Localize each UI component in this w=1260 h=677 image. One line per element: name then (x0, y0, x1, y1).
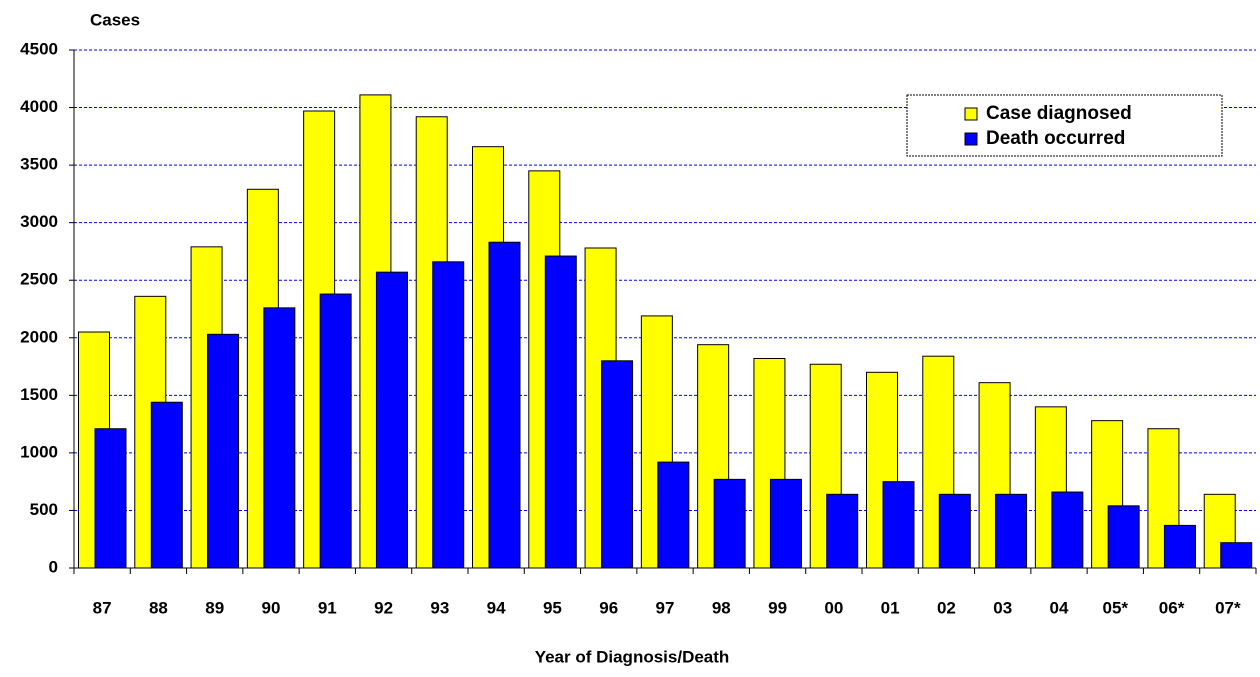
x-tick-label: 07* (1215, 598, 1241, 617)
bar (769, 478, 802, 569)
y-tick-label: 0 (49, 557, 58, 576)
y-tick-label: 1000 (20, 442, 58, 461)
x-tick-label: 01 (881, 598, 900, 617)
x-tick-label: 99 (768, 598, 787, 617)
legend-label: Death occurred (986, 128, 1125, 149)
x-tick-label: 94 (487, 598, 506, 617)
bar (207, 333, 240, 569)
x-tick-label: 88 (149, 598, 168, 617)
y-axis-title: Cases (90, 10, 140, 29)
legend-swatch (964, 132, 978, 146)
bar (1163, 524, 1196, 569)
y-tick-label: 4000 (20, 97, 58, 116)
y-tick-label: 3500 (20, 155, 58, 174)
y-tick-label: 500 (30, 500, 58, 519)
bar (601, 360, 634, 569)
bar (150, 401, 183, 569)
bar (882, 481, 915, 569)
y-tick-label: 4500 (20, 39, 58, 58)
legend-swatch (964, 107, 978, 121)
x-tick-label: 04 (1050, 598, 1069, 617)
x-tick-label: 00 (824, 598, 843, 617)
x-tick-label: 03 (993, 598, 1012, 617)
x-tick-label: 02 (937, 598, 956, 617)
bar (432, 261, 465, 569)
legend-box (906, 94, 1223, 157)
bar (263, 307, 296, 569)
bar (657, 461, 690, 569)
bar (544, 255, 577, 569)
bar (938, 493, 971, 569)
x-tick-label: 92 (374, 598, 393, 617)
bar (319, 293, 352, 569)
x-tick-label: 89 (205, 598, 224, 617)
x-tick-label: 96 (599, 598, 618, 617)
x-tick-label: 05* (1103, 598, 1129, 617)
legend-label: Case diagnosed (986, 103, 1132, 124)
x-tick-label: 93 (430, 598, 449, 617)
y-tick-label: 1500 (20, 385, 58, 404)
bar (1107, 505, 1140, 569)
x-tick-label: 98 (712, 598, 731, 617)
x-tick-label: 90 (262, 598, 281, 617)
bar (375, 271, 408, 569)
y-tick-label: 3000 (20, 212, 58, 231)
x-tick-label: 06* (1159, 598, 1185, 617)
bar (826, 493, 859, 569)
bar (995, 493, 1028, 569)
x-tick-label: 87 (93, 598, 112, 617)
bar (713, 478, 746, 569)
y-tick-label: 2500 (20, 270, 58, 289)
x-tick-label: 91 (318, 598, 337, 617)
x-axis-title: Year of Diagnosis/Death (535, 647, 730, 666)
x-tick-label: 97 (656, 598, 675, 617)
bar (1220, 542, 1253, 569)
x-tick-label: 95 (543, 598, 562, 617)
bar (488, 241, 521, 569)
bar (94, 428, 127, 569)
y-tick-label: 2000 (20, 327, 58, 346)
bar (1051, 491, 1084, 569)
